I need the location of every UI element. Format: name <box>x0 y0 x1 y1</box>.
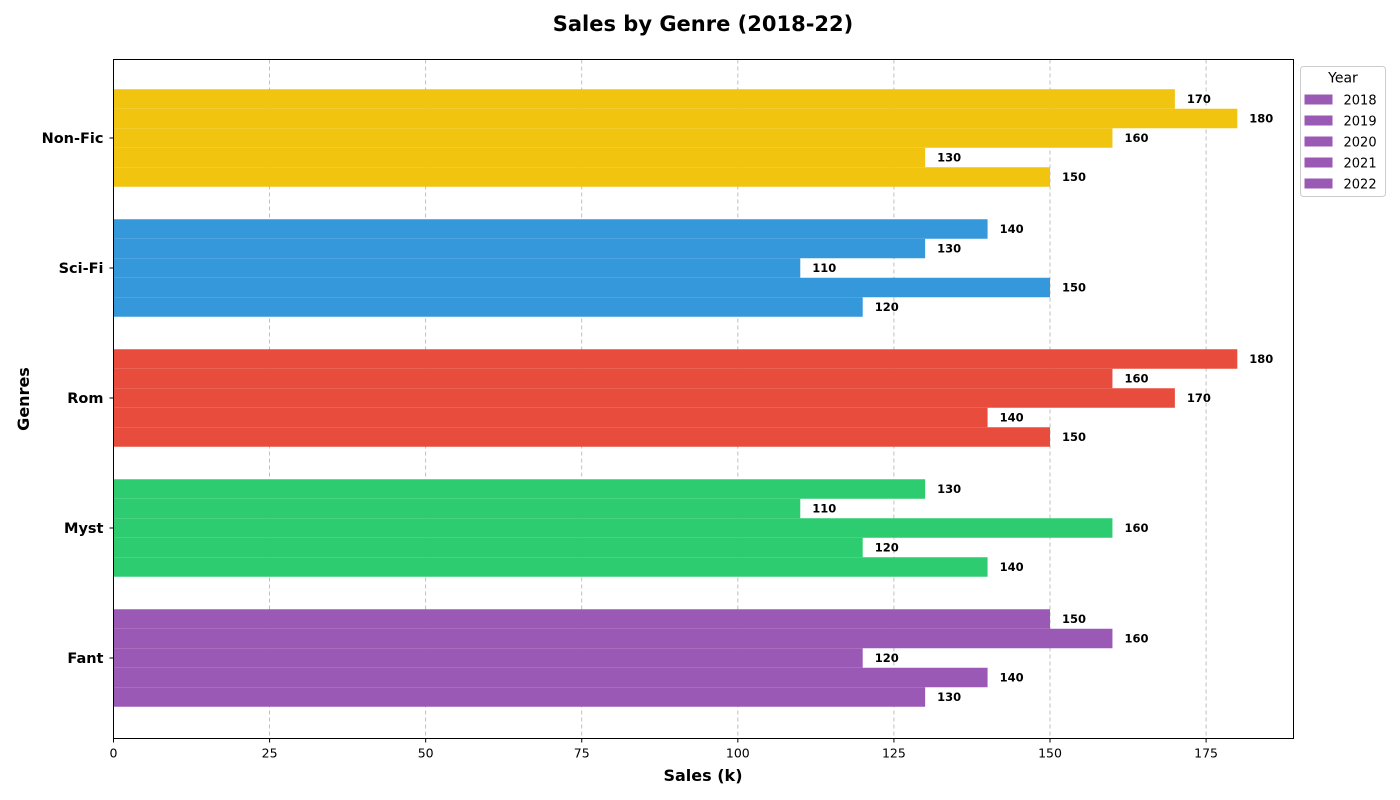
bar-layer <box>113 89 1238 707</box>
x-tick-label: 50 <box>418 746 434 761</box>
bar <box>113 628 1113 649</box>
x-tick-label: 25 <box>262 746 278 761</box>
x-tick-label: 100 <box>726 746 750 761</box>
bar <box>113 687 926 707</box>
bar <box>113 648 863 668</box>
bar <box>113 277 1051 298</box>
chart-title: Sales by Genre (2018-22) <box>553 12 854 36</box>
data-label: 130 <box>937 151 961 165</box>
bar <box>113 108 1238 129</box>
bar <box>113 258 801 278</box>
x-tick-label: 175 <box>1194 746 1218 761</box>
data-label: 110 <box>812 502 836 516</box>
legend-swatch <box>1304 157 1333 168</box>
x-axis-label: Sales (k) <box>663 766 742 785</box>
legend-swatch <box>1304 136 1333 147</box>
data-label: 130 <box>937 242 961 256</box>
data-label: 160 <box>1124 372 1148 386</box>
data-label: 120 <box>875 300 899 314</box>
data-label: 140 <box>1000 411 1024 425</box>
data-label: 110 <box>812 261 836 275</box>
data-label: 130 <box>937 690 961 704</box>
bar <box>113 518 1113 538</box>
legend-swatch <box>1304 178 1333 189</box>
x-axis: 0 25 50 75 100 125 150 175 <box>110 738 1218 761</box>
legend-label: 2021 <box>1344 157 1377 172</box>
legend-swatch <box>1304 115 1333 126</box>
legend: Year 2018 2019 2020 2021 2022 <box>1300 66 1386 197</box>
data-label: 140 <box>1000 671 1024 685</box>
y-axis: Fant Myst Rom Sci-Fi Non-Fic <box>42 131 114 667</box>
legend-label: 2020 <box>1344 136 1377 151</box>
x-tick-label: 0 <box>110 746 118 761</box>
data-label: 170 <box>1187 391 1211 405</box>
y-tick-label: Rom <box>67 391 103 407</box>
bar <box>113 297 863 317</box>
bar <box>113 479 926 499</box>
x-tick-label: 75 <box>574 746 590 761</box>
data-label: 150 <box>1062 170 1086 184</box>
legend-swatch <box>1304 94 1333 105</box>
bar <box>113 537 863 558</box>
bar <box>113 167 1051 187</box>
y-tick-label: Sci-Fi <box>59 261 104 277</box>
bar <box>113 219 988 239</box>
bar <box>113 407 988 428</box>
data-label: 150 <box>1062 430 1086 444</box>
data-label: 180 <box>1249 112 1273 126</box>
data-label: 170 <box>1187 92 1211 106</box>
y-axis-label: Genres <box>14 367 33 431</box>
data-label: 160 <box>1124 632 1148 646</box>
data-label: 160 <box>1124 521 1148 535</box>
bar <box>113 498 801 519</box>
data-label: 120 <box>875 541 899 555</box>
data-label-layer: 150 160 120 140 130 130 110 160 120 140 180 160 170 1… <box>812 92 1273 704</box>
data-label: 140 <box>1000 222 1024 236</box>
plot-frame <box>113 59 1294 739</box>
y-tick-label: Myst <box>64 521 104 537</box>
legend-label: 2019 <box>1344 115 1377 130</box>
bar <box>113 368 1113 389</box>
bar <box>113 238 926 259</box>
bar <box>113 609 1051 629</box>
x-tick-label: 125 <box>882 746 906 761</box>
data-label: 120 <box>875 651 899 665</box>
data-label: 160 <box>1124 131 1148 145</box>
bar <box>113 89 1175 109</box>
bar <box>113 147 926 168</box>
legend-label: 2022 <box>1344 178 1377 193</box>
data-label: 150 <box>1062 281 1086 295</box>
y-tick-label: Fant <box>67 651 103 667</box>
bar <box>113 557 988 577</box>
bar <box>113 388 1175 408</box>
data-label: 180 <box>1249 352 1273 366</box>
legend-title: Year <box>1327 71 1358 87</box>
bar <box>113 128 1113 148</box>
y-tick-label: Non-Fic <box>42 131 104 147</box>
legend-label: 2018 <box>1344 94 1377 109</box>
x-tick-label: 150 <box>1038 746 1062 761</box>
bar <box>113 667 988 688</box>
data-label: 140 <box>1000 560 1024 574</box>
data-label: 150 <box>1062 612 1086 626</box>
bar <box>113 349 1238 369</box>
bar <box>113 427 1051 447</box>
data-label: 130 <box>937 482 961 496</box>
